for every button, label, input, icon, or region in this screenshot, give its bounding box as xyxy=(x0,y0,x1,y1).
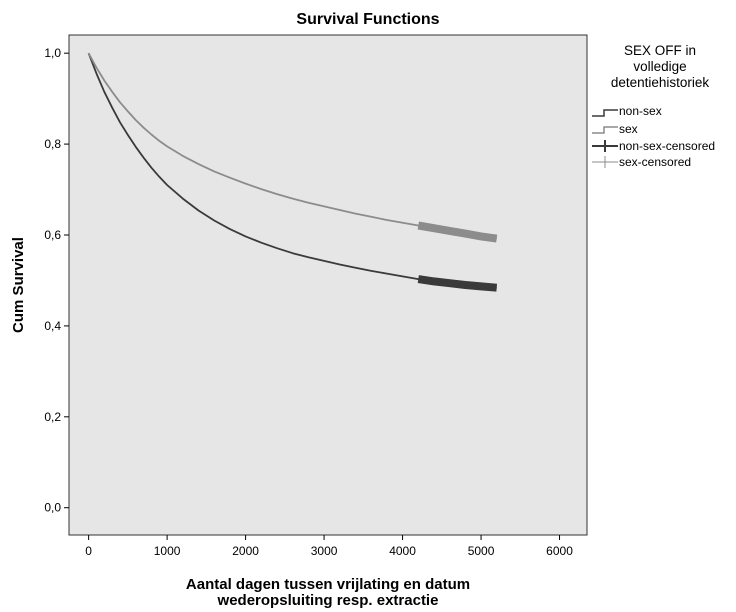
x-axis-title-line-2: wederopsluiting resp. extractie xyxy=(217,592,439,609)
legend-title-line-3: detentiehistoriek xyxy=(611,75,710,90)
chart-title: Survival Functions xyxy=(296,11,439,28)
series-layer xyxy=(87,52,498,292)
x-axis-title-line-1: Aantal dagen tussen vrijlating en datum xyxy=(186,576,470,593)
y-tick-label: 0,8 xyxy=(44,137,61,151)
series-line-sex xyxy=(87,52,497,240)
y-axis: 0,0 0,2 0,4 0,6 0,8 1,0 xyxy=(44,46,69,515)
y-tick-label: 0,0 xyxy=(44,501,61,515)
x-tick-label: 4000 xyxy=(389,544,416,558)
x-tick-label: 3000 xyxy=(311,544,338,558)
x-tick-label: 2000 xyxy=(232,544,259,558)
legend-line-icon-sex xyxy=(592,126,618,134)
legend-title-line-1: SEX OFF in xyxy=(624,43,696,58)
legend: SEX OFF in volledige detentiehistoriek n… xyxy=(592,43,715,169)
y-tick-label: 0,4 xyxy=(44,319,61,333)
series-line-non-sex xyxy=(87,52,497,289)
legend-title-line-2: volledige xyxy=(633,59,686,74)
legend-label-non-sex-censored: non-sex-censored xyxy=(619,139,715,153)
legend-label-non-sex: non-sex xyxy=(619,104,662,118)
y-tick-label: 1,0 xyxy=(44,46,61,60)
plot-area xyxy=(68,34,588,536)
x-tick-label: 1000 xyxy=(154,544,181,558)
legend-line-icon-non-sex xyxy=(592,109,618,117)
legend-label-sex: sex xyxy=(619,122,638,136)
x-tick-label: 0 xyxy=(85,544,92,558)
y-tick-label: 0,6 xyxy=(44,228,61,242)
y-axis-title: Cum Survival xyxy=(10,237,27,333)
x-axis: 0 1000 2000 3000 4000 5000 6000 xyxy=(85,535,573,558)
legend-label-sex-censored: sex-censored xyxy=(619,155,691,169)
censor-band-sex-censored xyxy=(417,221,498,243)
x-tick-label: 6000 xyxy=(546,544,573,558)
x-tick-label: 5000 xyxy=(468,544,495,558)
y-tick-label: 0,2 xyxy=(44,410,61,424)
censor-band-non-sex-censored xyxy=(417,275,498,292)
